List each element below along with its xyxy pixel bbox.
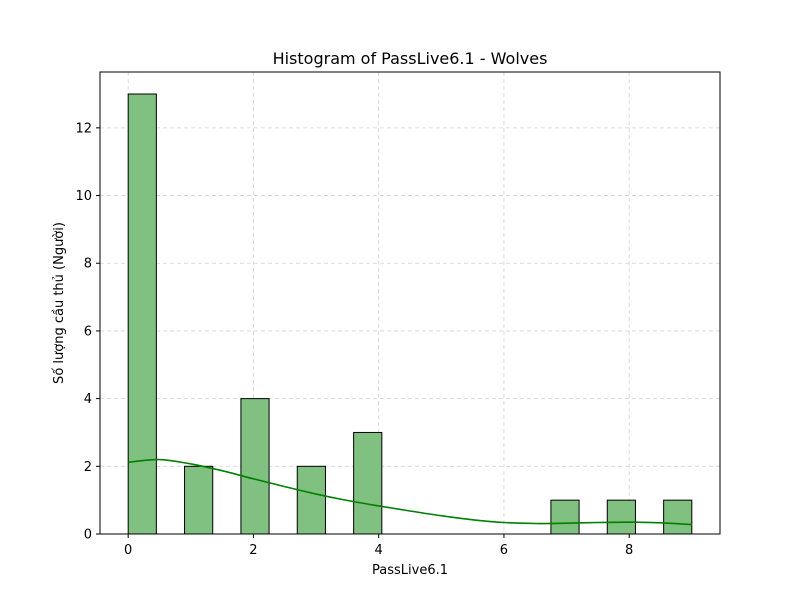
y-tick-label: 6 [84,324,92,339]
y-tick-label: 10 [75,189,92,204]
x-axis-label: PassLive6.1 [372,563,448,578]
kde-curve [128,458,692,526]
kde-curve-layer [128,458,692,526]
y-axis-label: Số lượng cầu thủ (Người) [52,222,67,384]
y-tick-label: 8 [84,257,92,272]
histogram-bar [353,431,383,535]
histogram-bar [184,465,214,535]
x-tick-label: 2 [249,543,257,558]
histogram-bar [550,499,580,535]
y-tick-label: 0 [84,528,92,543]
x-tick-label: 0 [124,543,132,558]
y-tick-label: 4 [84,392,92,407]
histogram-bar [240,398,270,535]
histogram-bar [663,499,693,535]
histogram-bar [296,465,326,535]
chart-title: Histogram of PassLive6.1 - Wolves [273,49,548,68]
x-tick-label: 8 [625,543,633,558]
y-tick-label: 2 [84,460,92,475]
histogram-bar [606,499,636,535]
x-tick-label: 6 [500,543,508,558]
x-tick-label: 4 [375,543,383,558]
plot-frame [99,71,721,535]
bars [127,93,693,535]
ticks: 0 2 4 6 8 0 2 4 6 8 10 12 [75,121,633,558]
y-tick-label: 12 [75,121,92,136]
histogram-bar [127,93,157,535]
